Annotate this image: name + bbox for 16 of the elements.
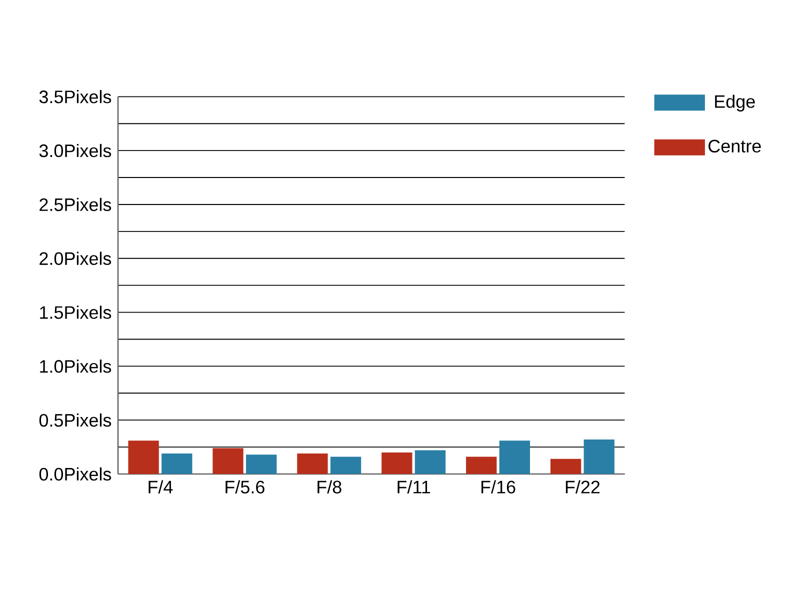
x-tick-label: F/5.6 [226, 480, 264, 494]
y-tick-label: 1.5Pixels [40, 306, 112, 319]
y-tick-label: 3.5Pixels [39, 90, 112, 104]
y-tick-label: 2.0Pixels [40, 252, 112, 265]
y-tick-label: 0.0Pixels [39, 467, 112, 481]
y-tick-label: 3.0Pixels [39, 144, 112, 158]
x-tick-label: F/8 [318, 480, 342, 494]
legend-label: Centre [708, 140, 761, 153]
y-tick-label: 1.0Pixels [40, 360, 112, 373]
legend-label: Edge [715, 94, 755, 112]
y-tick-label: 2.5Pixels [40, 198, 112, 212]
x-tick-label: F/4 [148, 480, 173, 494]
y-tick-label: 0.5Pixels [39, 413, 112, 427]
x-tick-label: F/22 [566, 480, 600, 494]
x-tick-label: F/11 [398, 480, 430, 494]
x-tick-label: F/16 [481, 480, 516, 494]
